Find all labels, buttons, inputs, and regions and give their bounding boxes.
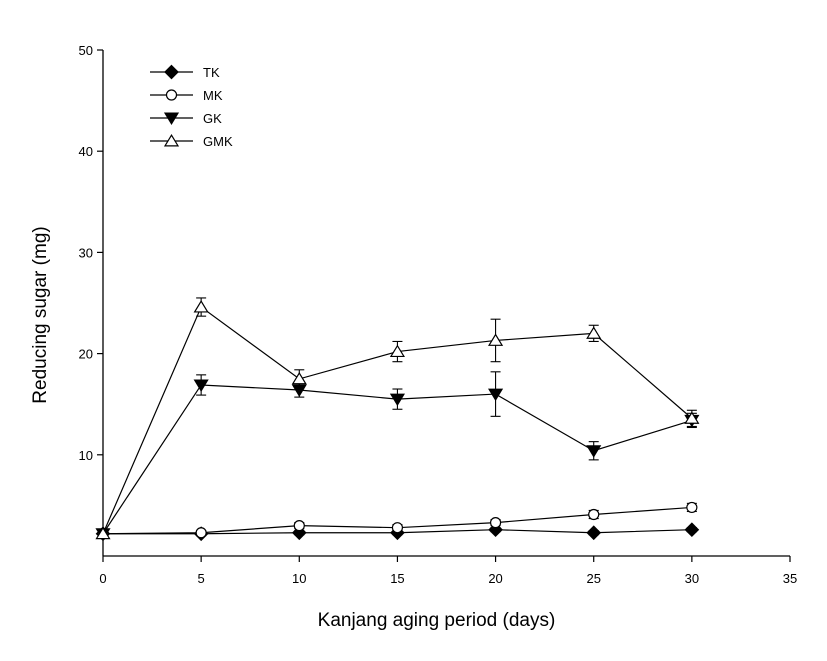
data-point [684,522,700,538]
data-point [293,520,305,532]
axes [102,50,790,557]
legend-item-gk: GK [150,111,222,126]
legend-item-tk: TK [150,64,220,80]
legend-label: MK [203,88,223,103]
x-tick-label: 10 [292,571,306,586]
data-point [488,388,504,402]
series-gk [95,371,700,541]
y-tick-label: 30 [79,245,93,260]
y-tick-label: 50 [79,43,93,58]
data-point [95,526,111,540]
x-tick-label: 35 [783,571,797,586]
series-mk [97,501,698,540]
y-tick-label: 20 [79,347,93,362]
legend-marker [163,133,180,147]
data-point [391,522,404,534]
legend-label: TK [203,65,220,80]
data-point [193,300,209,313]
series-layer [95,297,700,542]
data-point [686,501,698,514]
data-point [291,371,307,385]
y-tick-label: 40 [79,144,93,159]
data-point [193,379,209,392]
legend-label: GK [203,111,222,126]
data-point [488,333,504,346]
data-point [389,344,405,358]
x-tick-label: 20 [488,571,502,586]
data-point [586,525,602,541]
data-point [586,326,602,339]
legend: TK MK GK GMK [150,64,233,149]
legend-marker [163,112,180,126]
x-tick-label: 15 [390,571,404,586]
data-point [195,527,207,539]
series-gmk [95,297,700,540]
ticks: 0 5 10 15 20 25 30 35 10 20 30 40 50 [79,43,798,586]
data-point [588,508,600,521]
x-tick-label: 0 [99,571,106,586]
y-tick-label: 10 [79,448,93,463]
legend-label: GMK [203,134,233,149]
data-point [684,411,700,424]
data-point [489,517,502,529]
y-axis-title: Reducing sugar (mg) [30,226,51,403]
legend-item-mk: MK [150,88,223,103]
data-point [586,445,602,458]
legend-item-gmk: GMK [150,133,233,149]
legend-marker [164,64,179,80]
x-tick-label: 30 [685,571,699,586]
x-tick-label: 5 [198,571,205,586]
x-tick-label: 25 [586,571,600,586]
x-axis-title: Kanjang aging period (days) [318,610,556,631]
legend-marker [165,89,178,101]
data-point [389,393,405,407]
